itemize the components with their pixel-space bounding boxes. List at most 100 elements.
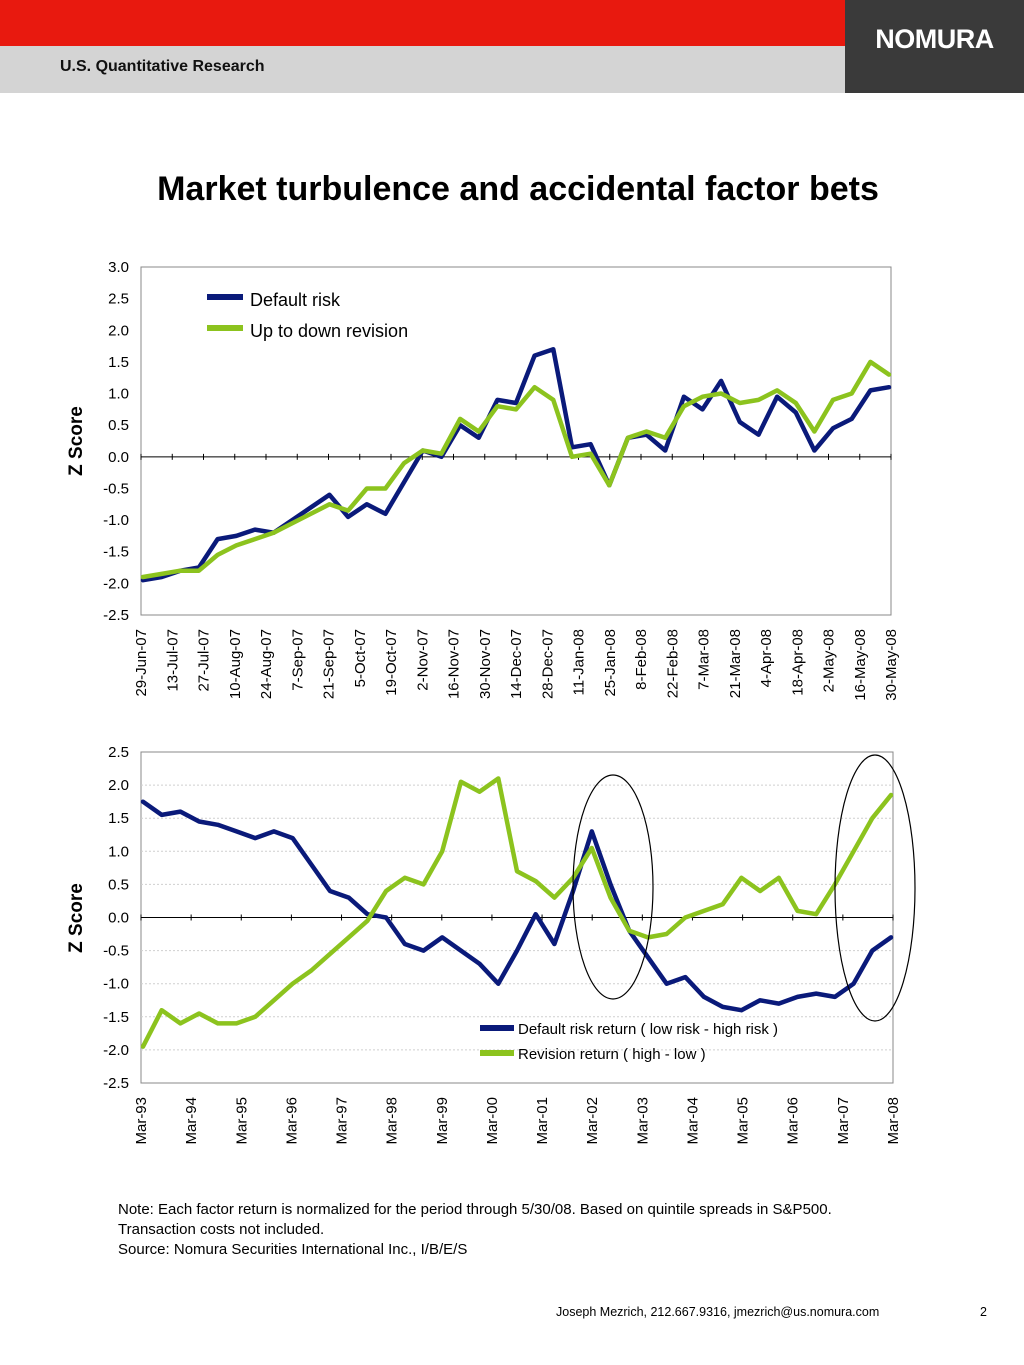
- legend: Default risk return ( low risk - high ri…: [480, 1021, 778, 1063]
- y-axis-title: Z Score: [66, 883, 87, 953]
- x-tick-label: 21-Mar-08: [727, 629, 744, 698]
- x-tick-label: 25-Jan-08: [602, 629, 619, 697]
- x-tick-label: Mar-96: [283, 1097, 300, 1145]
- legend-label-default-risk-return: Default risk return ( low risk - high ri…: [518, 1021, 778, 1038]
- legend-label-revision: Up to down revision: [250, 321, 408, 341]
- y-tick-label: 2.0: [108, 322, 129, 339]
- y-tick-label: 2.0: [108, 777, 129, 794]
- y-tick-label: 1.0: [108, 843, 129, 860]
- y-tick-label: -0.5: [103, 943, 129, 960]
- series-line-revision: [140, 776, 894, 1049]
- legend-label-revision-return: Revision return ( high - low ): [518, 1046, 706, 1063]
- y-tick-label: -1.0: [103, 512, 129, 529]
- x-tick-label: 27-Jul-07: [196, 629, 213, 692]
- x-tick-label: 11-Jan-08: [571, 629, 588, 695]
- x-tick-label: 13-Jul-07: [164, 629, 181, 692]
- footer-contact: Joseph Mezrich, 212.667.9316, jmezrich@u…: [556, 1305, 880, 1319]
- x-tick-marks: [140, 914, 894, 921]
- x-tick-label: Mar-00: [484, 1097, 501, 1145]
- x-tick-label: 21-Sep-07: [321, 629, 338, 699]
- x-tick-label: 14-Dec-07: [508, 629, 525, 699]
- x-tick-label: Mar-04: [684, 1097, 701, 1145]
- note-text: Note: Each factor return is normalized f…: [118, 1201, 832, 1238]
- x-tick-marks: [140, 453, 892, 460]
- x-tick-label: Mar-05: [735, 1097, 752, 1145]
- x-tick-label: 5-Oct-07: [352, 629, 369, 687]
- plot-area: [140, 266, 892, 616]
- nomura-logo: NOMURA: [845, 0, 1024, 93]
- x-tick-label: Mar-02: [584, 1097, 601, 1145]
- x-tick-labels: Mar-93 Mar-94 Mar-95 Mar-96 Mar-97 Mar-98 Mar-…: [133, 1097, 902, 1145]
- header-department: U.S. Quantitative Research: [60, 58, 265, 75]
- y-tick-label: 0.0: [108, 449, 129, 466]
- y-tick-label: 1.5: [108, 354, 129, 371]
- y-tick-label: -2.5: [103, 1075, 129, 1092]
- y-tick-label: -2.0: [103, 575, 129, 592]
- series-lines: [140, 776, 894, 1049]
- x-tick-label: 2-May-08: [821, 629, 838, 692]
- series-line-revision: [140, 359, 892, 580]
- x-tick-label: Mar-99: [434, 1097, 451, 1145]
- x-tick-label: 7-Sep-07: [289, 629, 306, 691]
- x-tick-label: 28-Dec-07: [539, 629, 556, 699]
- y-tick-label: 2.5: [108, 744, 129, 761]
- legend-label-default-risk: Default risk: [250, 290, 341, 310]
- page-number: 2: [980, 1305, 987, 1319]
- x-tick-label: Mar-06: [785, 1097, 802, 1145]
- y-tick-label: 1.5: [108, 810, 129, 827]
- y-tick-label: -1.0: [103, 976, 129, 993]
- header-gray-band: [0, 46, 845, 93]
- page-title: Market turbulence and accidental factor …: [157, 170, 879, 208]
- x-tick-label: 18-Apr-08: [789, 629, 806, 696]
- header-red-band: [0, 0, 845, 46]
- highlight-ellipse-2008: [834, 754, 916, 1022]
- x-tick-label: Mar-03: [634, 1097, 651, 1145]
- legend: Default risk Up to down revision: [207, 290, 408, 341]
- x-tick-label: Mar-97: [334, 1097, 351, 1145]
- x-tick-label: 7-Mar-08: [696, 629, 713, 690]
- x-tick-label: 2-Nov-07: [414, 629, 431, 691]
- y-tick-label: -1.5: [103, 1009, 129, 1026]
- footnote: Note: Each factor return is normalized f…: [118, 1200, 898, 1260]
- x-tick-label: Mar-93: [133, 1097, 150, 1145]
- x-tick-label: 10-Aug-07: [227, 629, 244, 699]
- y-tick-label: 0.5: [108, 876, 129, 893]
- x-tick-label: 22-Feb-08: [664, 629, 681, 698]
- x-tick-label: 4-Apr-08: [758, 629, 775, 687]
- x-tick-label: 19-Oct-07: [383, 629, 400, 696]
- x-tick-label: Mar-98: [384, 1097, 401, 1145]
- highlight-ellipse-2002: [572, 774, 654, 1000]
- x-tick-label: 29-Jun-07: [133, 629, 150, 697]
- x-tick-label: 8-Feb-08: [633, 629, 650, 690]
- y-tick-labels: 2.5 2.0 1.5 1.0 0.5 0.0 -0.5 -1.0 -1.5 -2.0 -2.5: [103, 744, 129, 1092]
- series-lines: [140, 347, 892, 583]
- x-tick-labels: 29-Jun-07 13-Jul-07 27-Jul-07 10-Aug-07 24-A…: [133, 629, 900, 701]
- y-tick-label: -2.0: [103, 1042, 129, 1059]
- series-line-default-risk: [140, 347, 892, 583]
- y-tick-label: 3.0: [108, 259, 129, 276]
- y-tick-label: 1.0: [108, 386, 129, 403]
- x-tick-label: 30-May-08: [883, 629, 900, 701]
- series-line-default-risk: [140, 799, 894, 1013]
- y-tick-label: -2.5: [103, 607, 129, 624]
- x-tick-label: 16-May-08: [852, 629, 869, 701]
- x-tick-label: Mar-07: [835, 1097, 852, 1145]
- logo-text: NOMURA: [875, 24, 994, 54]
- x-tick-label: 16-Nov-07: [446, 629, 463, 699]
- x-tick-label: 30-Nov-07: [477, 629, 494, 699]
- chart-top: 3.0 2.5 2.0 1.5 1.0 0.5 0.0 -0.5 -1.0 -1.5 -2.0 -2.…: [66, 259, 900, 701]
- y-tick-label: -1.5: [103, 544, 129, 561]
- x-tick-label: Mar-01: [534, 1097, 551, 1145]
- x-tick-label: Mar-94: [183, 1097, 200, 1145]
- y-axis-title: Z Score: [66, 406, 87, 476]
- source-text: Source: Nomura Securities International …: [118, 1241, 468, 1258]
- y-tick-labels: 3.0 2.5 2.0 1.5 1.0 0.5 0.0 -0.5 -1.0 -1.5 -2.0 -2.…: [103, 259, 129, 624]
- x-tick-label: Mar-95: [233, 1097, 250, 1145]
- y-tick-label: 0.0: [108, 910, 129, 927]
- chart-bottom: 2.5 2.0 1.5 1.0 0.5 0.0 -0.5 -1.0 -1.5 -2.0 -2.5 M…: [66, 744, 916, 1145]
- y-tick-label: 2.5: [108, 291, 129, 308]
- gridlines: [141, 784, 893, 1051]
- y-tick-label: -0.5: [103, 480, 129, 497]
- x-tick-label: Mar-08: [885, 1097, 902, 1145]
- x-tick-label: 24-Aug-07: [258, 629, 275, 699]
